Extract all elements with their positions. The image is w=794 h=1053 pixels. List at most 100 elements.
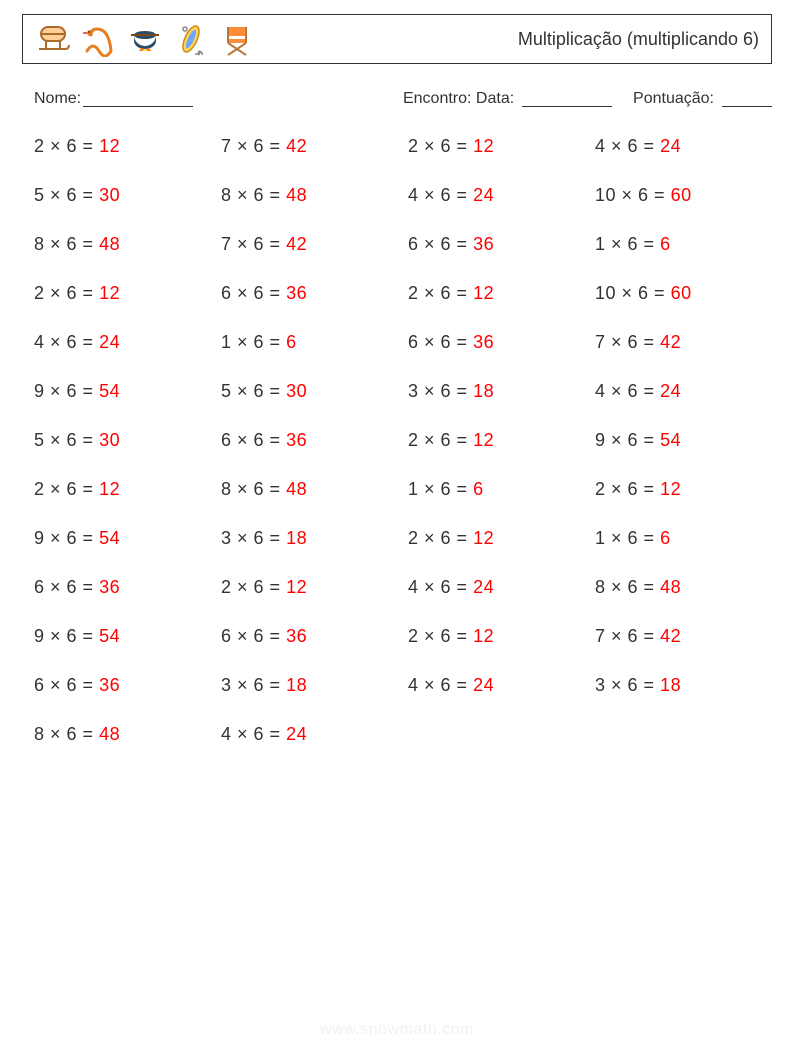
problem-cell: 9 × 6 = 54 (34, 381, 211, 402)
problem-answer: 24 (660, 136, 681, 156)
problem-cell: 8 × 6 = 48 (221, 479, 398, 500)
problem-expression: 8 × 6 = (34, 234, 99, 254)
problem-cell: 4 × 6 = 24 (408, 185, 585, 206)
problem-expression: 3 × 6 = (221, 528, 286, 548)
problem-cell: 4 × 6 = 24 (595, 136, 772, 157)
problem-answer: 12 (473, 528, 494, 548)
problem-cell: 2 × 6 = 12 (595, 479, 772, 500)
date-blank[interactable] (522, 90, 612, 107)
problem-cell: 8 × 6 = 48 (34, 724, 211, 745)
problem-expression: 3 × 6 = (595, 675, 660, 695)
problem-cell: 5 × 6 = 30 (34, 185, 211, 206)
form-row: Nome: Encontro: Data: Pontuação: (22, 90, 772, 108)
problem-cell: 6 × 6 = 36 (221, 430, 398, 451)
problem-answer: 36 (99, 675, 120, 695)
problem-cell: 1 × 6 = 6 (408, 479, 585, 500)
problem-answer: 18 (473, 381, 494, 401)
problem-answer: 18 (286, 528, 307, 548)
problem-answer: 54 (99, 381, 120, 401)
problem-expression: 2 × 6 = (408, 283, 473, 303)
problem-cell: 10 × 6 = 60 (595, 283, 772, 304)
problem-expression: 9 × 6 = (34, 528, 99, 548)
problem-expression: 2 × 6 = (221, 577, 286, 597)
problem-cell: 2 × 6 = 12 (221, 577, 398, 598)
problem-answer: 54 (99, 528, 120, 548)
name-blank[interactable] (83, 90, 193, 107)
problem-cell: 2 × 6 = 12 (408, 626, 585, 647)
problem-answer: 30 (99, 430, 120, 450)
problem-expression: 8 × 6 = (595, 577, 660, 597)
problem-cell: 2 × 6 = 12 (34, 283, 211, 304)
problem-cell: 1 × 6 = 6 (595, 528, 772, 549)
score-blank[interactable] (722, 90, 772, 107)
problem-answer: 24 (660, 381, 681, 401)
problem-answer: 54 (660, 430, 681, 450)
problem-cell: 6 × 6 = 36 (408, 234, 585, 255)
problem-answer: 12 (99, 283, 120, 303)
problem-answer: 30 (99, 185, 120, 205)
problem-answer: 12 (473, 136, 494, 156)
problem-answer: 24 (473, 577, 494, 597)
problem-answer: 36 (286, 626, 307, 646)
problem-answer: 42 (660, 332, 681, 352)
problem-expression: 6 × 6 = (221, 283, 286, 303)
chair-icon (219, 21, 255, 57)
problem-cell: 2 × 6 = 12 (408, 528, 585, 549)
problem-expression: 4 × 6 = (408, 185, 473, 205)
problem-cell: 2 × 6 = 12 (408, 430, 585, 451)
problem-cell: 7 × 6 = 42 (595, 626, 772, 647)
problems-grid: 2 × 6 = 12 7 × 6 = 42 2 × 6 = 12 4 × 6 = 24… (22, 136, 772, 745)
problem-answer: 48 (660, 577, 681, 597)
problem-answer: 36 (99, 577, 120, 597)
problem-cell: 4 × 6 = 24 (595, 381, 772, 402)
problem-cell: 6 × 6 = 36 (34, 577, 211, 598)
problem-cell: 9 × 6 = 54 (34, 528, 211, 549)
problem-expression: 4 × 6 = (595, 381, 660, 401)
problem-expression: 4 × 6 = (595, 136, 660, 156)
problem-expression: 1 × 6 = (221, 332, 286, 352)
problem-answer: 24 (473, 185, 494, 205)
header-icons (35, 21, 255, 57)
problem-expression: 3 × 6 = (221, 675, 286, 695)
problem-expression: 7 × 6 = (595, 626, 660, 646)
problem-cell: 4 × 6 = 24 (408, 577, 585, 598)
snake-icon (81, 21, 117, 57)
problem-answer: 6 (286, 332, 297, 352)
problem-expression: 5 × 6 = (34, 430, 99, 450)
problem-answer: 12 (286, 577, 307, 597)
problem-answer: 42 (286, 234, 307, 254)
watermark: www.snowmath.com (0, 1021, 794, 1039)
problem-expression: 9 × 6 = (34, 626, 99, 646)
problem-answer: 36 (286, 430, 307, 450)
problem-cell: 7 × 6 = 42 (595, 332, 772, 353)
problem-cell: 9 × 6 = 54 (34, 626, 211, 647)
problem-answer: 60 (671, 283, 692, 303)
problem-expression: 1 × 6 = (595, 528, 660, 548)
problem-answer: 24 (286, 724, 307, 744)
problem-answer: 48 (99, 234, 120, 254)
problem-expression: 6 × 6 = (221, 626, 286, 646)
problem-answer: 18 (660, 675, 681, 695)
cauldron-icon (127, 21, 163, 57)
problem-answer: 6 (660, 528, 671, 548)
problem-answer: 12 (660, 479, 681, 499)
problem-answer: 42 (286, 136, 307, 156)
lure-icon (173, 21, 209, 57)
problem-cell: 2 × 6 = 12 (408, 136, 585, 157)
problem-cell: 6 × 6 = 36 (34, 675, 211, 696)
problem-expression: 6 × 6 = (34, 577, 99, 597)
problem-expression: 2 × 6 = (408, 626, 473, 646)
encounter-date-label: Encontro: Data: (403, 90, 514, 108)
name-label: Nome: (34, 90, 81, 108)
problem-expression: 7 × 6 = (221, 136, 286, 156)
problem-expression: 7 × 6 = (221, 234, 286, 254)
problem-expression: 6 × 6 = (408, 332, 473, 352)
problem-expression: 8 × 6 = (34, 724, 99, 744)
problem-answer: 18 (286, 675, 307, 695)
problem-cell: 1 × 6 = 6 (221, 332, 398, 353)
problem-answer: 12 (99, 479, 120, 499)
problem-answer: 12 (99, 136, 120, 156)
problem-expression: 6 × 6 = (34, 675, 99, 695)
problem-cell: 5 × 6 = 30 (221, 381, 398, 402)
problem-answer: 24 (473, 675, 494, 695)
